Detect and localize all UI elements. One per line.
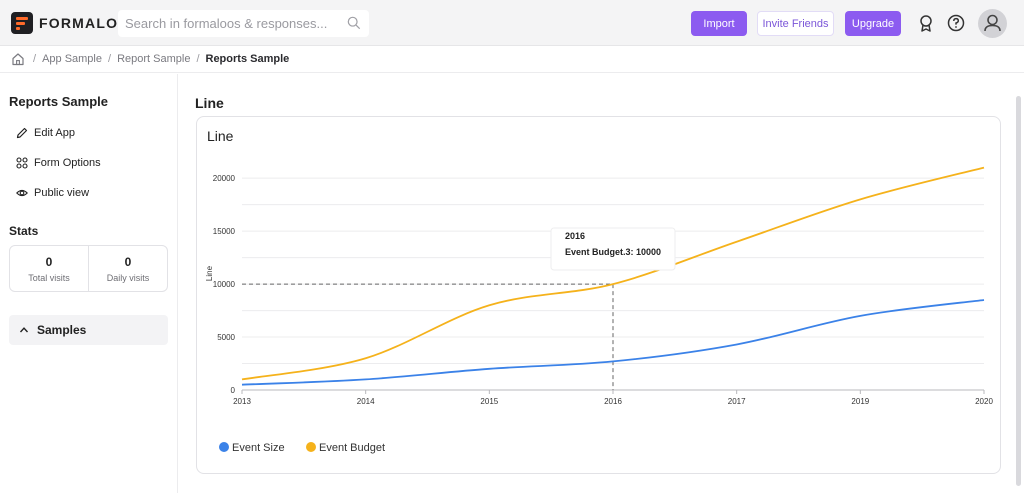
search-input[interactable] <box>118 10 333 37</box>
samples-label: Samples <box>37 323 87 337</box>
sidebar-item-edit-app[interactable]: Edit App <box>16 127 75 139</box>
chevron-up-icon <box>19 327 29 333</box>
home-icon[interactable] <box>11 52 25 66</box>
upgrade-button[interactable]: Upgrade <box>845 11 901 36</box>
formaloo-logo[interactable]: FORMALOO <box>11 12 130 34</box>
user-icon <box>984 14 1001 32</box>
eye-icon <box>16 189 28 197</box>
series-line <box>241 299 985 386</box>
sidebar: Reports Sample Edit App Form Options Pub… <box>0 74 178 493</box>
x-tick-label: 2016 <box>604 397 622 406</box>
tooltip-box <box>550 227 676 271</box>
y-tick-label: 0 <box>231 386 236 395</box>
breadcrumb-report-sample[interactable]: Report Sample <box>117 53 191 65</box>
pencil-icon <box>16 127 28 139</box>
tooltip-title: 2016 <box>565 231 585 241</box>
y-tick-label: 15000 <box>213 227 236 236</box>
samples-section-toggle[interactable]: Samples <box>9 315 168 345</box>
page-title: Line <box>195 95 224 111</box>
stats-title: Stats <box>9 224 39 238</box>
breadcrumb-separator: / <box>196 53 200 65</box>
grid-icon <box>16 157 28 169</box>
series-line <box>241 166 985 381</box>
y-tick-label: 10000 <box>213 280 236 289</box>
stat-value: 0 <box>124 254 132 269</box>
x-tick-label: 2013 <box>233 397 251 406</box>
breadcrumb-separator: / <box>33 53 37 65</box>
y-tick-label: 20000 <box>213 174 236 183</box>
search-box[interactable] <box>118 10 369 37</box>
legend-label: Event Budget <box>319 442 385 454</box>
legend-label: Event Size <box>232 442 285 454</box>
breadcrumb-separator: / <box>108 53 112 65</box>
stat-label: Total visits <box>28 272 70 283</box>
stats-box: 0 Total visits 0 Daily visits <box>9 245 168 292</box>
sidebar-title: Reports Sample <box>9 94 108 109</box>
sidebar-item-label: Form Options <box>34 157 101 169</box>
sidebar-item-form-options[interactable]: Form Options <box>16 157 101 169</box>
import-button[interactable]: Import <box>691 11 747 36</box>
sidebar-item-label: Edit App <box>34 127 75 139</box>
main-scrollbar[interactable] <box>1016 96 1021 486</box>
sidebar-item-public-view[interactable]: Public view <box>16 187 89 199</box>
chart-card: Line 0 5000 10000 15000 20000 2013 2014 2015 201… <box>196 116 1001 474</box>
x-tick-label: 2017 <box>728 397 746 406</box>
x-tick-label: 2015 <box>480 397 498 406</box>
legend-marker <box>219 442 229 452</box>
stat-total-visits: 0 Total visits <box>10 246 88 291</box>
line-chart: 0 5000 10000 15000 20000 2013 2014 2015 2016 2017… <box>205 166 993 454</box>
search-icon[interactable] <box>347 16 361 30</box>
x-tick-label: 2014 <box>357 397 375 406</box>
legend-marker <box>306 442 316 452</box>
breadcrumb-app-sample[interactable]: App Sample <box>42 53 102 65</box>
sidebar-item-label: Public view <box>34 187 90 199</box>
stat-daily-visits: 0 Daily visits <box>88 246 167 291</box>
breadcrumb: / App Sample / Report Sample / Reports S… <box>0 46 1024 73</box>
award-icon[interactable] <box>916 13 936 33</box>
chart-card-title: Line <box>207 128 234 144</box>
user-avatar[interactable] <box>978 9 1007 38</box>
top-bar: FORMALOO Import Invite Friends Upgrade <box>0 0 1024 46</box>
y-tick-label: 5000 <box>217 333 235 342</box>
breadcrumb-current: Reports Sample <box>205 53 290 65</box>
tooltip-text: Event Budget.3: 10000 <box>565 247 661 257</box>
x-tick-label: 2020 <box>975 397 993 406</box>
stat-label: Daily visits <box>106 272 150 283</box>
logo-text: FORMALOO <box>39 15 131 31</box>
stat-value: 0 <box>45 254 53 269</box>
x-tick-label: 2019 <box>851 397 869 406</box>
help-icon[interactable] <box>946 13 966 33</box>
invite-friends-button[interactable]: Invite Friends <box>757 11 834 36</box>
logo-icon <box>11 12 33 34</box>
y-axis-label: Line <box>205 265 214 281</box>
